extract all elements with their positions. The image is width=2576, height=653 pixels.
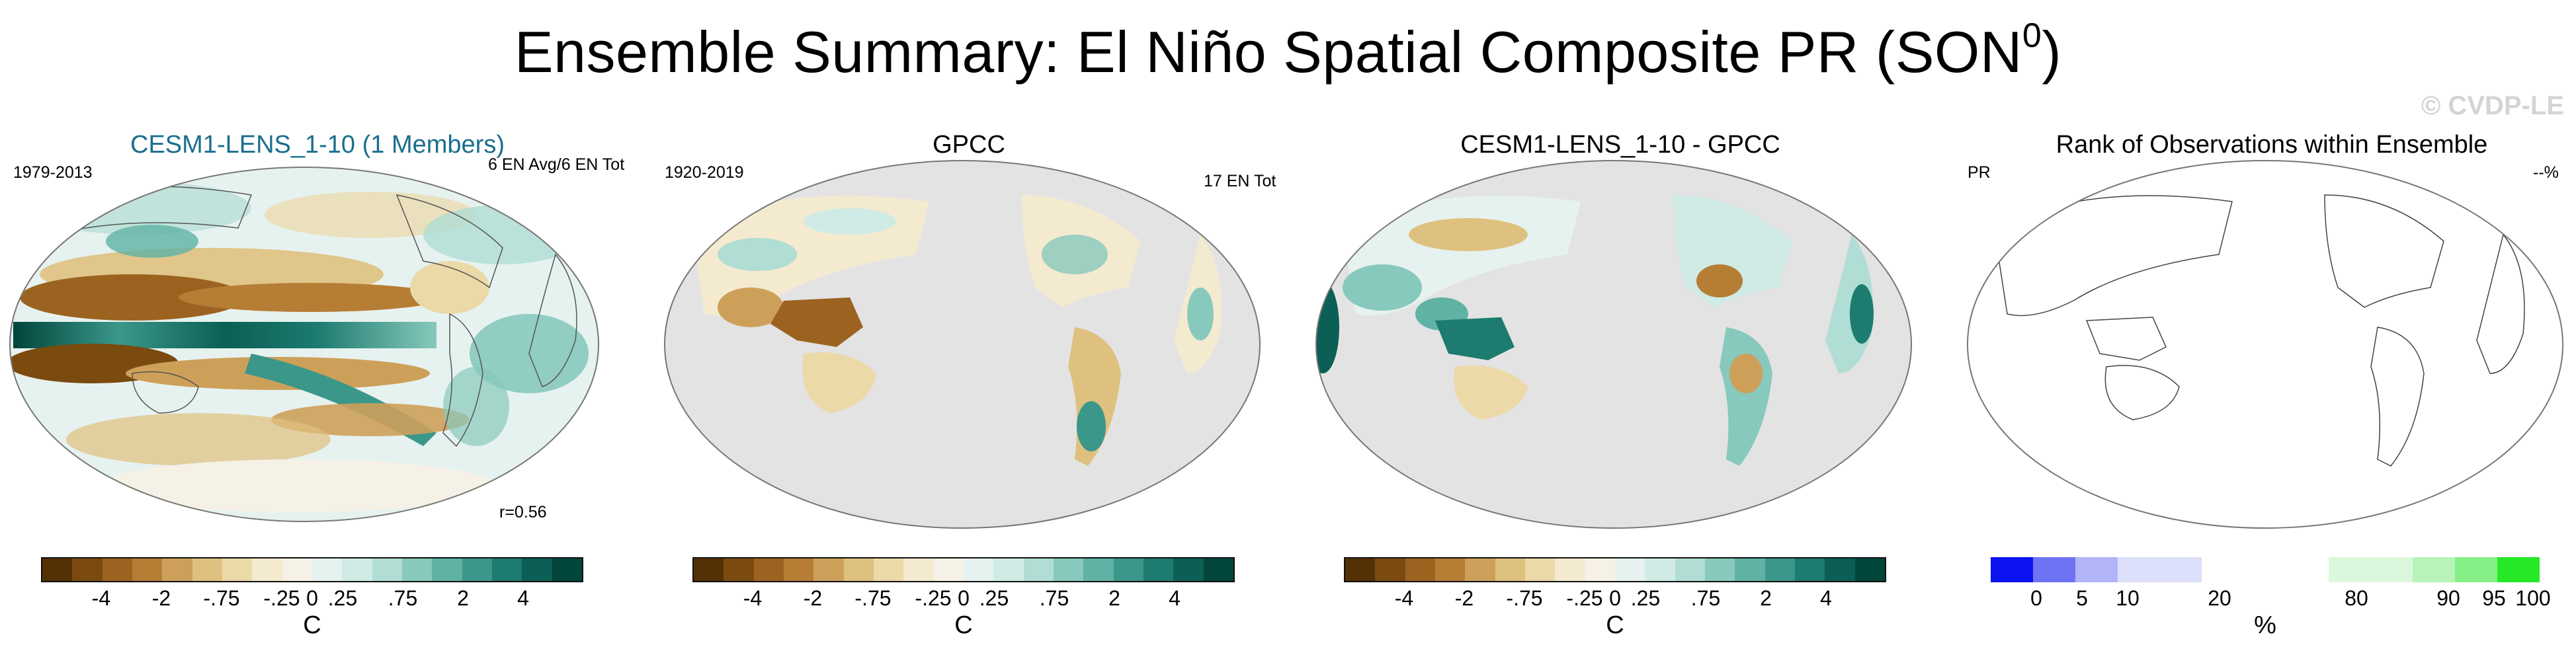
- panel-model-composite: CESM1-LENS_1-10 (1 Members) 1979-2013 6 …: [0, 122, 635, 651]
- rank-summary-label: --%: [2533, 163, 2559, 182]
- panel-difference: CESM1-LENS_1-10 - GPCC -4 -2 -.75 -.25 0: [1303, 122, 1938, 651]
- colorbar-observed: [692, 557, 1235, 582]
- colorbar-unit: %: [2254, 611, 2276, 639]
- world-map-rank: [1967, 160, 2563, 529]
- period-label: 1979-2013: [13, 163, 93, 182]
- variable-label: PR: [1968, 163, 1991, 182]
- watermark: © CVDP-LE: [2421, 91, 2564, 120]
- colorbar-ticks: -4 -2 -.75 -.25 0 .25 .75 2 4: [743, 586, 1181, 610]
- world-map-difference: [1315, 160, 1912, 529]
- event-count-label: 17 EN Tot: [1204, 172, 1276, 190]
- colorbar-difference: [1344, 557, 1886, 582]
- colorbar-unit: C: [303, 611, 321, 639]
- colorbar-unit: C: [954, 611, 973, 639]
- panel-title: Rank of Observations within Ensemble: [2056, 131, 2488, 159]
- colorbar-unit: C: [1606, 611, 1624, 639]
- pattern-correlation: r=0.56: [499, 503, 547, 521]
- panel-title: CESM1-LENS_1-10 (1 Members): [130, 131, 505, 159]
- colorbar-ticks: -4 -2 -.75 -.25 0 .25 .75 2 4: [1394, 586, 1832, 610]
- world-map-model: [9, 167, 599, 522]
- colorbar-ticks: -4 -2 -.75 -.25 0 .25 .75 2 4: [91, 586, 529, 610]
- period-label: 1920-2019: [665, 163, 744, 182]
- panel-title: CESM1-LENS_1-10 - GPCC: [1460, 131, 1780, 159]
- colorbar-ticks: 0 5 10 20 80 90 95 100: [2030, 586, 2551, 610]
- colorbar-model: [41, 557, 583, 582]
- world-map-observed: [664, 160, 1261, 529]
- panel-rank: Rank of Observations within Ensemble PR …: [1954, 122, 2576, 651]
- colorbar-rank: [1991, 557, 2540, 582]
- event-count-label: 6 EN Avg/6 EN Tot: [488, 155, 625, 174]
- figure-title: Ensemble Summary: El Niño Spatial Compos…: [514, 16, 2062, 85]
- panel-observed-composite: GPCC 1920-2019 17 EN Tot -4 -2 -.75 -.25…: [651, 122, 1286, 651]
- panel-title: GPCC: [933, 131, 1005, 159]
